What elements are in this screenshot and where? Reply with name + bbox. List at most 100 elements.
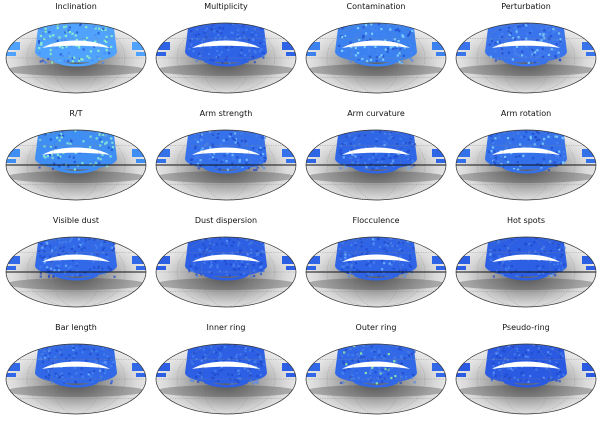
value-cell	[401, 61, 404, 64]
value-cell	[211, 143, 214, 146]
value-cells	[339, 130, 416, 171]
value-cell	[516, 352, 519, 355]
panel-title: Outer ring	[355, 323, 397, 332]
value-cell	[237, 244, 240, 247]
value-cell	[94, 27, 97, 30]
value-cell	[59, 351, 62, 354]
value-cell	[399, 248, 402, 251]
value-cell	[240, 132, 243, 135]
meridian-line	[326, 343, 426, 415]
value-cell	[534, 250, 537, 253]
value-cell	[217, 34, 220, 37]
value-cell	[514, 52, 517, 55]
value-cell	[516, 25, 520, 28]
value-cell	[555, 43, 558, 46]
value-cell	[528, 250, 531, 253]
value-cell	[535, 237, 538, 240]
value-cell	[495, 352, 498, 355]
value-cell	[352, 138, 355, 141]
value-cell	[529, 144, 532, 147]
value-cell	[196, 23, 199, 25]
value-cell	[491, 151, 494, 154]
value-cell	[371, 131, 374, 134]
value-cell	[83, 348, 86, 351]
value-cell	[344, 49, 347, 53]
value-cell	[555, 151, 558, 154]
value-cell	[381, 158, 384, 161]
value-cell	[507, 30, 510, 33]
value-cell	[376, 50, 379, 53]
value-cell	[341, 242, 344, 245]
value-cell	[75, 31, 79, 34]
value-cell	[407, 157, 410, 160]
value-cell	[542, 271, 545, 274]
value-cell	[518, 353, 521, 357]
graticule	[156, 343, 296, 415]
value-cell	[351, 53, 355, 56]
value-cell	[530, 50, 533, 53]
graticule	[156, 22, 296, 94]
value-cell	[64, 38, 67, 41]
value-cell	[409, 44, 412, 47]
value-cell	[339, 148, 343, 151]
value-cell	[521, 275, 524, 278]
value-cell	[545, 33, 548, 36]
value-cell	[62, 26, 66, 29]
value-cell	[81, 242, 84, 245]
meridian-line	[176, 236, 276, 308]
value-cell	[356, 268, 359, 271]
value-cell	[507, 344, 510, 348]
value-cell	[506, 247, 510, 250]
value-cell	[392, 260, 395, 263]
value-cell	[559, 40, 562, 43]
value-cell	[507, 160, 510, 164]
value-cell	[52, 275, 55, 278]
value-cell	[341, 49, 344, 52]
value-cell	[396, 245, 399, 248]
value-cell	[510, 238, 513, 241]
value-cell	[400, 148, 403, 151]
value-cell	[94, 360, 98, 363]
value-cell	[378, 275, 381, 278]
value-cell	[522, 146, 525, 149]
value-cell	[236, 156, 239, 159]
value-cell	[197, 33, 200, 36]
value-cell	[377, 377, 380, 380]
value-cell	[369, 370, 372, 373]
value-cell	[55, 349, 58, 352]
value-cell	[511, 344, 514, 347]
value-cell	[101, 347, 105, 350]
value-cell	[509, 32, 512, 35]
value-cell	[370, 23, 373, 26]
value-cell	[220, 366, 223, 369]
value-cell	[44, 375, 47, 379]
value-cell	[260, 364, 263, 367]
value-cell	[563, 237, 567, 240]
value-cell	[341, 371, 344, 374]
value-cell	[519, 378, 522, 382]
value-cell	[544, 272, 547, 275]
value-cell	[556, 363, 559, 366]
value-cell	[263, 160, 266, 163]
value-cell	[189, 130, 192, 133]
value-cell	[360, 252, 364, 255]
value-cell	[365, 166, 368, 169]
exclusion-gap	[192, 361, 260, 369]
value-cell	[98, 161, 101, 164]
value-cell	[55, 47, 58, 50]
value-cell	[537, 272, 541, 275]
value-cell	[246, 369, 250, 372]
value-cell	[99, 158, 102, 161]
value-cell	[492, 275, 495, 278]
value-cell	[38, 160, 41, 163]
edge-coverage-strip	[306, 52, 316, 56]
value-cell	[84, 140, 88, 143]
value-cell	[490, 379, 493, 382]
value-cell	[520, 372, 523, 375]
value-cell	[349, 344, 352, 346]
value-cell	[189, 39, 192, 42]
edge-coverage-strip	[436, 373, 446, 377]
value-cell	[229, 23, 232, 25]
edge-coverage-strip	[586, 52, 596, 56]
value-cell	[43, 37, 46, 41]
